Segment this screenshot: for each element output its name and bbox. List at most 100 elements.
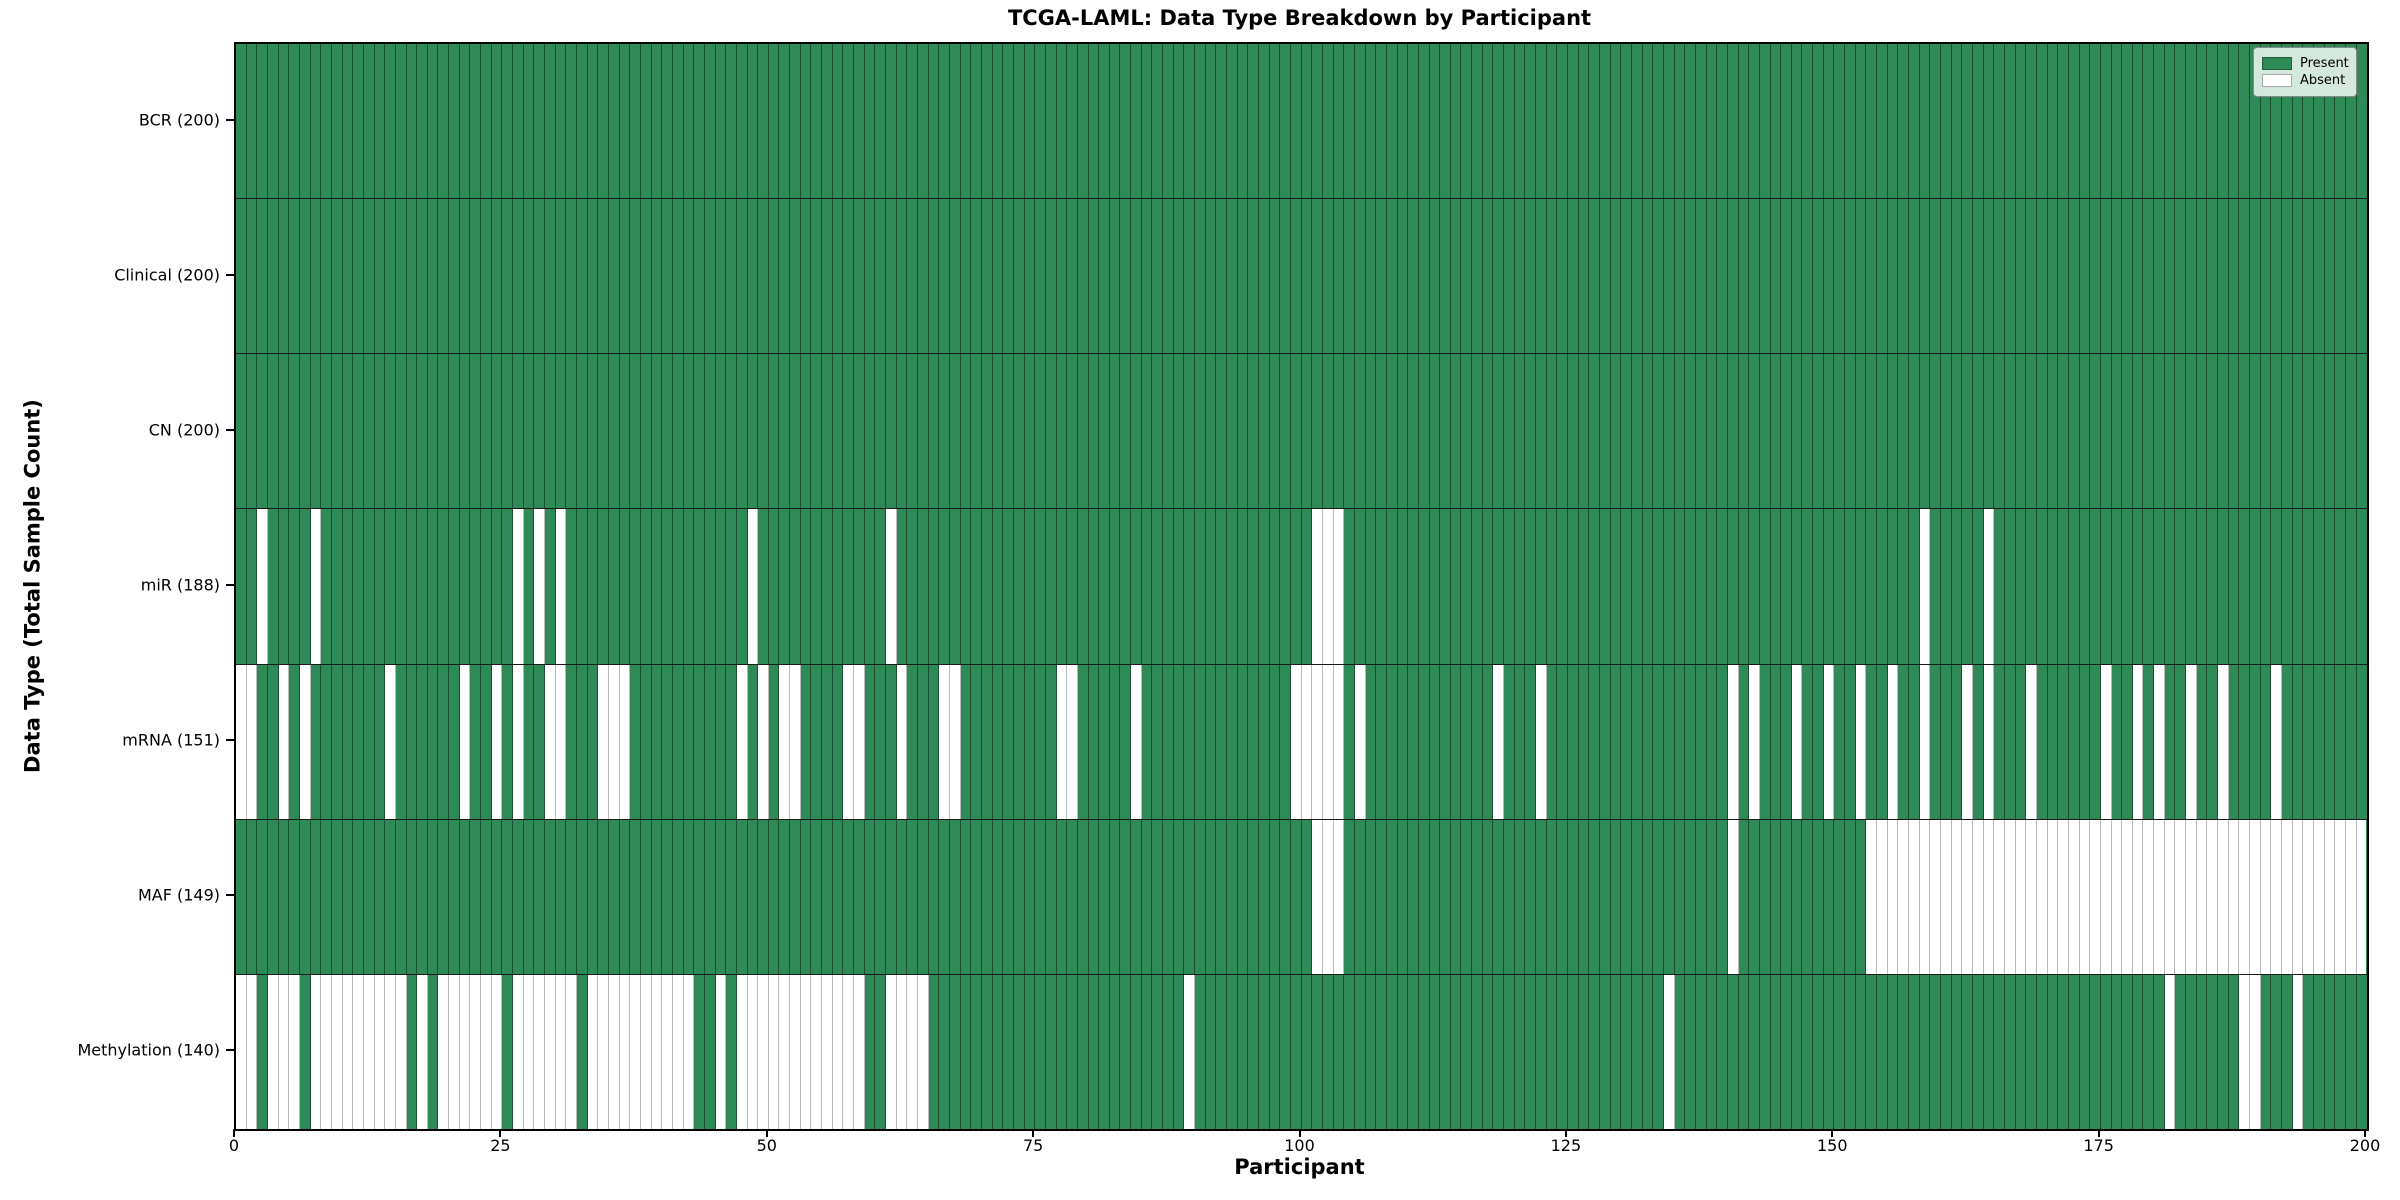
cell [459,199,471,354]
cell [1610,509,1622,664]
cell [843,354,855,509]
cell [1727,819,1739,974]
cell [992,819,1004,974]
cell [640,354,652,509]
cell [2345,509,2357,664]
cell [555,354,567,509]
cell [1418,664,1430,819]
cell [598,44,609,199]
cell [1717,819,1728,974]
cell [1610,354,1622,509]
cell [2335,819,2346,974]
cell [630,44,641,199]
cell [427,44,439,199]
cell [1365,509,1377,664]
cell [1354,199,1366,354]
cell [342,199,354,354]
cell [1610,664,1622,819]
cell [491,354,503,509]
cell [1983,509,1995,664]
cell [2175,199,2187,354]
cell [1642,44,1654,199]
cell [694,44,705,199]
cell [449,974,460,1129]
cell [342,44,354,199]
cell [2324,974,2336,1129]
cell [2100,974,2112,1129]
cell [1855,354,1867,509]
cell [1461,974,1473,1129]
cell [1653,199,1664,354]
cell [1163,974,1174,1129]
cell [2356,664,2367,819]
cell [257,509,268,664]
cell [1482,664,1494,819]
cell [1514,199,1526,354]
cell [342,354,354,509]
cell [545,44,556,199]
cell [1099,819,1110,974]
cell [331,354,343,509]
cell [1077,664,1089,819]
cell [1152,664,1164,819]
cell [1813,44,1824,199]
cell [1322,44,1334,199]
cell [1610,819,1622,974]
cell [2207,974,2219,1129]
cell [1450,354,1462,509]
cell [736,509,748,664]
cell [939,44,950,199]
cell [1408,354,1419,509]
cell [1141,199,1153,354]
cell [2058,974,2069,1129]
cell [1290,974,1302,1129]
cell [715,199,727,354]
cell [630,974,641,1129]
cell [875,354,887,509]
cell [779,199,791,354]
cell [2292,509,2304,664]
cell [1749,354,1760,509]
cell [800,44,812,199]
cell [1589,819,1600,974]
cell [1749,819,1760,974]
cell [2186,509,2197,664]
cell [555,44,567,199]
cell [1962,199,1973,354]
cell [1322,664,1334,819]
cell [715,664,727,819]
cell [1035,509,1046,664]
cell [1578,199,1590,354]
cell [1770,199,1782,354]
cell [587,199,599,354]
cell [1013,199,1025,354]
cell [1461,44,1473,199]
cell [1845,509,1856,664]
cell [1781,509,1792,664]
cell [2250,664,2261,819]
cell [1248,44,1259,199]
cell [1237,819,1249,974]
cell [502,509,514,664]
cell [1472,819,1483,974]
cell [1429,199,1441,354]
cell [1941,354,1952,509]
cell [449,199,460,354]
cell [2154,44,2165,199]
cell [2132,199,2144,354]
cell [534,509,546,664]
cell [2015,819,2027,974]
cell [2100,44,2112,199]
cell [1781,44,1792,199]
cell [1695,44,1707,199]
cell [736,974,748,1129]
cell [1408,974,1419,1129]
cell [2271,354,2282,509]
cell [683,509,695,664]
cell [1333,974,1345,1129]
cell [2239,664,2251,819]
cell [246,509,258,664]
cell [2250,819,2261,974]
xtick-label-25: 25 [490,1136,511,1155]
cell [555,509,567,664]
